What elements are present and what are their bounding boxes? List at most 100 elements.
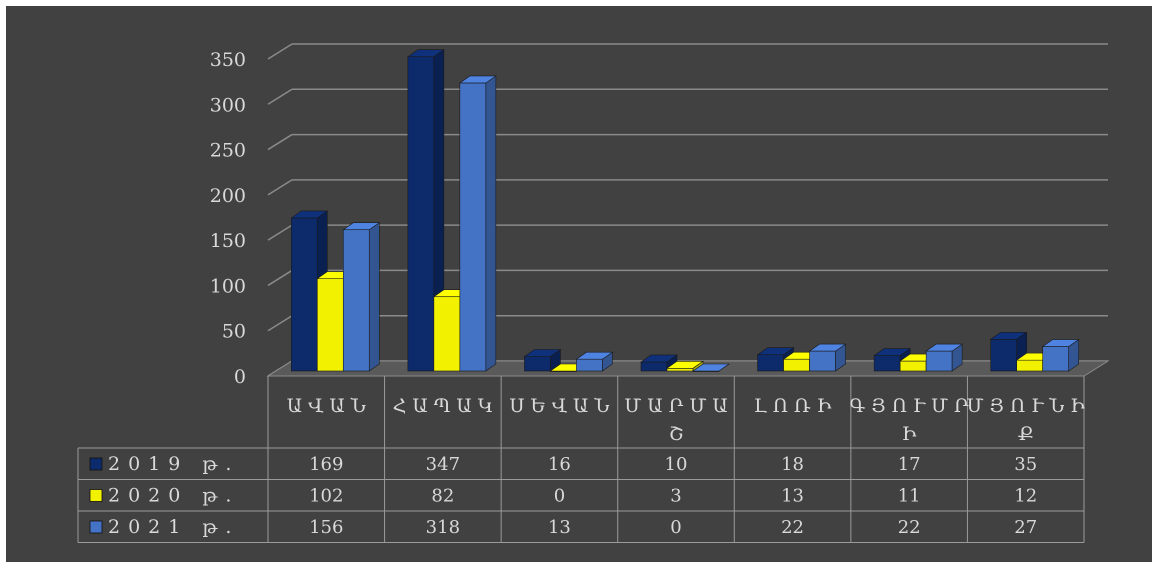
bar-top [342,222,381,231]
bar-front [342,229,370,372]
bar-side [485,75,497,372]
bar-top [1041,339,1080,347]
bar-top [290,210,329,219]
bar-top [756,347,795,355]
table-value: 22 [898,517,921,538]
gridline-side [267,269,293,287]
category-label-wrap: Շ [669,423,689,445]
gridline-side [267,43,293,60]
bar-front [290,217,318,372]
bar-top [458,75,497,84]
y-tick-label: 300 [210,94,246,116]
bar-side [368,222,380,372]
bar-front [783,358,810,372]
bar-front [459,82,487,372]
table-value: 13 [781,486,804,507]
y-tick-label: 350 [210,49,246,71]
data-table: ԱՎԱՆ ՀԱՊԱԿ ՍԵՎԱՆ ՄԱՐՄԱ Շ ԼՈՌԻ ԳՅՈՒՄՐ Ի ՄՅՈՒՆԻ Ք 20… [77,376,1091,543]
gridline-side [267,315,293,332]
bar-2-3 [692,363,730,372]
bar-front [524,356,551,372]
legend-label: 2020 թ. [108,485,239,507]
bar-top [523,349,562,357]
bar-top [808,343,847,352]
bar-front [407,56,435,372]
y-tick-label: 150 [210,230,246,252]
category-label: ՄՅՈՒՆԻ [966,395,1091,417]
bar-top [575,351,614,360]
gridline-side [267,179,293,196]
table-value: 0 [670,517,681,538]
bar-front [640,361,668,372]
y-tick-label: 0 [234,366,246,388]
category-label: ՍԵՎԱՆ [509,395,615,417]
y-tick-label: 100 [210,275,246,297]
legend-label: 2019 թ. [108,453,239,475]
table-value: 102 [309,486,343,507]
bar-front [1042,346,1070,372]
bar-top [406,49,445,58]
table-value: 35 [1014,454,1037,475]
table-value: 18 [781,454,804,475]
bar-front [1016,359,1044,372]
table-value: 156 [309,517,343,538]
chart-frame: 0 50 100 150 200 250 300 350 ԱՎԱՆ ՀԱՊԱԿ ՍԵՎԱՆ ՄԱՐՄ… [6,6,1152,562]
table-value: 0 [554,486,565,507]
bar-front [316,278,344,372]
table-value: 82 [431,486,454,507]
bar-2-6 [1041,338,1080,372]
y-tick-label: 200 [210,185,246,207]
y-axis: 0 50 100 150 200 250 300 350 [210,49,246,388]
bar-2-1 [458,75,497,372]
bar-front [873,355,901,372]
gridline-side [267,224,293,241]
y-tick-label: 250 [210,140,246,162]
legend-key [89,489,103,502]
bar-front [757,354,784,372]
gridline-side [267,133,293,151]
category-label: ԼՈՌԻ [754,395,838,417]
table-value: 347 [426,454,460,475]
table-value: 10 [665,454,688,475]
bar-front [666,367,694,372]
category-label-wrap: Ք [1018,423,1040,445]
bar-top [692,363,730,372]
table-value: 169 [309,454,343,475]
bar-front [433,296,461,372]
bar-top [925,343,964,352]
table-value: 11 [898,486,921,507]
bar-2-0 [342,222,381,372]
table-value: 3 [670,486,681,507]
table-value: 12 [1014,486,1037,507]
category-label: ԳՅՈՒՄՐ [850,395,975,417]
gridline-side [267,88,293,105]
bar-2-2 [575,351,614,372]
bar-top [640,354,678,363]
bars [290,49,1080,372]
grid-lines [266,43,1110,377]
category-label: ԱՎԱՆ [287,395,372,417]
table-value: 16 [548,454,571,475]
table-value: 13 [548,517,571,538]
bar-1-3 [666,360,704,372]
legend-key [89,520,103,534]
bar-top [989,331,1028,340]
category-label: ՀԱՊԱԿ [393,395,499,417]
bar-2-5 [925,343,964,372]
category-label-wrap: Ի [902,423,923,445]
table-value: 318 [426,517,460,538]
bar-0-1 [406,49,445,372]
legend-key [89,457,103,471]
bar-front [809,350,836,372]
table-value: 17 [898,454,921,475]
bar-front [925,350,953,372]
bar-front [576,358,603,372]
legend-label: 2021 թ. [108,516,239,538]
table-value: 22 [781,517,804,538]
bar-front [990,338,1018,372]
table-value: 27 [1014,517,1037,538]
bar-top [873,348,912,356]
bar-2-4 [808,343,847,372]
y-tick-label: 50 [222,321,246,343]
